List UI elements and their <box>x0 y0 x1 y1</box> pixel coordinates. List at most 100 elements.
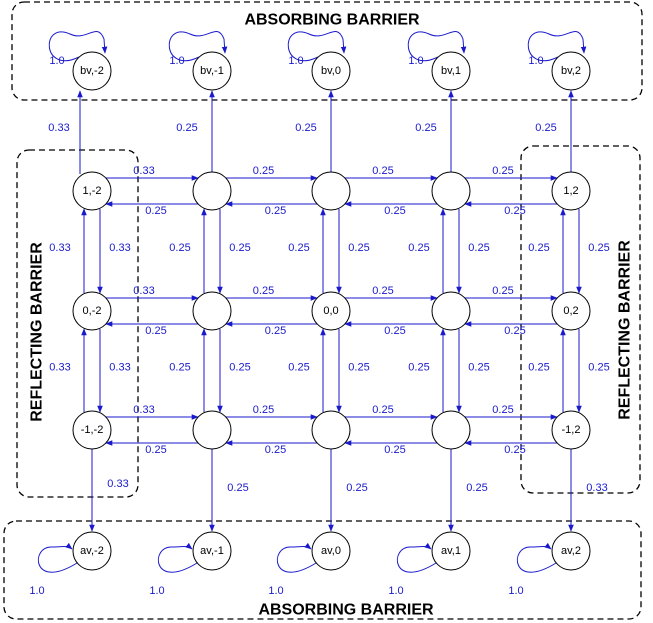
top-loop-prob-3: 1.0 <box>408 55 423 67</box>
bottom-absorbing-region <box>3 520 642 620</box>
grid-node-r2-c1 <box>192 410 232 450</box>
to-top-prob-3: 0.25 <box>415 122 436 134</box>
bottom-absorbing-node-2 <box>311 531 351 571</box>
right-reflecting-region <box>520 145 641 494</box>
top-absorbing-node-2-label: bv,0 <box>321 65 341 77</box>
up-prob-s1-c3: 0.25 <box>408 362 429 374</box>
bottom-self-loop-4 <box>516 542 557 573</box>
top-absorbing-node-2 <box>311 51 351 91</box>
grid-node-r1-c3 <box>431 291 471 331</box>
left-prob-r2-c3: 0.25 <box>504 444 525 456</box>
grid-node-r2-c0-label: -1,-2 <box>81 424 104 436</box>
self-loops <box>37 31 587 573</box>
left-prob-r1-c1: 0.25 <box>265 325 286 337</box>
top-absorbing-node-3-label: bv,1 <box>441 65 461 77</box>
to-top-prob-0: 0.33 <box>48 122 69 134</box>
up-prob-s0-c0: 0.33 <box>49 242 70 254</box>
to-bottom-prob-4: 0.33 <box>586 482 607 494</box>
right-prob-r0-c3: 0.25 <box>492 165 513 177</box>
down-prob-s1-c0: 0.33 <box>109 362 130 374</box>
left-prob-r1-c2: 0.25 <box>384 325 405 337</box>
bottom-absorbing-node-0-label: av,-2 <box>80 545 104 557</box>
bottom-absorbing-node-0 <box>72 531 112 571</box>
grid-node-r1-c4-label: 0,2 <box>563 305 578 317</box>
up-prob-s0-c4: 0.25 <box>528 242 549 254</box>
right-prob-r2-c2: 0.25 <box>372 404 393 416</box>
bottom-loop-prob-3: 1.0 <box>388 585 403 597</box>
bottom-absorbing-node-3 <box>431 531 471 571</box>
top-absorbing-node-0 <box>72 51 112 91</box>
left-prob-r2-c1: 0.25 <box>265 444 286 456</box>
right-prob-r1-c2: 0.25 <box>372 285 393 297</box>
right-prob-r1-c1: 0.25 <box>253 285 274 297</box>
to-top-prob-1: 0.25 <box>176 122 197 134</box>
down-prob-s1-c4: 0.25 <box>588 362 609 374</box>
bottom-self-loop-1 <box>157 542 198 573</box>
bottom-self-loop-0 <box>37 542 78 573</box>
grid-node-r2-c2 <box>311 410 351 450</box>
left-region-title: REFLECTING BARRIER <box>29 242 46 422</box>
grid-node-r0-c1 <box>192 171 232 211</box>
right-region-title: REFLECTING BARRIER <box>617 240 634 420</box>
bottom-self-loop-3 <box>396 542 437 573</box>
grid-node-r0-c3 <box>431 171 471 211</box>
up-prob-s0-c3: 0.25 <box>408 242 429 254</box>
to-top-prob-2: 0.25 <box>295 122 316 134</box>
bottom-loop-prob-4: 1.0 <box>508 585 523 597</box>
right-prob-r0-c0: 0.33 <box>133 165 154 177</box>
top-absorbing-node-4 <box>551 51 591 91</box>
grid-node-r1-c4 <box>551 291 591 331</box>
right-prob-r0-c1: 0.25 <box>253 165 274 177</box>
state-nodes: bv,-2 bv,-1 bv,0 bv,1 bv,2 av,-2 av,-1 av,0 av,1… <box>72 51 591 571</box>
down-prob-s1-c3: 0.25 <box>468 362 489 374</box>
top-absorbing-node-4-label: bv,2 <box>561 65 581 77</box>
grid-node-r0-c0 <box>72 171 112 211</box>
down-prob-s1-c1: 0.25 <box>229 362 250 374</box>
bottom-loop-prob-2: 1.0 <box>268 585 283 597</box>
grid-node-r1-c0-label: 0,-2 <box>83 305 102 317</box>
left-prob-r0-c2: 0.25 <box>384 205 405 217</box>
top-absorbing-node-0-label: bv,-2 <box>80 65 104 77</box>
top-loop-prob-0: 1.0 <box>49 55 64 67</box>
bottom-absorbing-node-3-label: av,1 <box>441 545 461 557</box>
right-prob-r2-c0: 0.33 <box>133 404 154 416</box>
right-prob-r2-c3: 0.25 <box>492 404 513 416</box>
top-self-loop-4 <box>527 31 587 62</box>
grid-node-r0-c4 <box>551 171 591 211</box>
to-bottom-prob-1: 0.25 <box>227 482 248 494</box>
left-prob-r0-c3: 0.25 <box>504 205 525 217</box>
right-prob-r2-c1: 0.25 <box>253 404 274 416</box>
down-prob-s0-c4: 0.25 <box>588 242 609 254</box>
bottom-absorbing-node-4 <box>551 531 591 571</box>
down-prob-s1-c2: 0.25 <box>348 362 369 374</box>
left-prob-r0-c0: 0.25 <box>145 205 166 217</box>
left-prob-r1-c3: 0.25 <box>504 325 525 337</box>
bottom-absorbing-node-2-label: av,0 <box>321 545 341 557</box>
top-loop-prob-1: 1.0 <box>169 55 184 67</box>
top-absorbing-region <box>11 1 643 101</box>
right-prob-r1-c0: 0.33 <box>133 285 154 297</box>
grid-node-r0-c0-label: 1,-2 <box>83 185 102 197</box>
grid-node-r2-c0 <box>72 410 112 450</box>
to-bottom-prob-3: 0.25 <box>466 482 487 494</box>
right-prob-r0-c2: 0.25 <box>372 165 393 177</box>
grid-node-r1-c2 <box>311 291 351 331</box>
probability-labels: 1.0 1.0 1.0 1.0 1.0 1.0 1.0 1.0 1.0 1.0 0.33 0.25 0.… <box>29 55 609 597</box>
grid-node-r0-c2 <box>311 171 351 211</box>
bottom-absorbing-node-1-label: av,-1 <box>200 545 224 557</box>
left-prob-r2-c0: 0.25 <box>145 444 166 456</box>
grid-node-r1-c0 <box>72 291 112 331</box>
grid-node-r2-c4 <box>551 410 591 450</box>
up-prob-s1-c4: 0.25 <box>528 362 549 374</box>
bottom-loop-prob-0: 1.0 <box>29 585 44 597</box>
to-top-prob-4: 0.25 <box>535 122 556 134</box>
grid-node-r2-c4-label: -1,2 <box>562 424 581 436</box>
grid-node-r1-c1 <box>192 291 232 331</box>
up-prob-s1-c1: 0.25 <box>169 362 190 374</box>
bottom-loop-prob-1: 1.0 <box>149 585 164 597</box>
bottom-self-loop-2 <box>276 542 317 573</box>
top-self-loop-0 <box>48 31 108 62</box>
left-prob-r1-c0: 0.25 <box>145 325 166 337</box>
left-prob-r2-c2: 0.25 <box>384 444 405 456</box>
